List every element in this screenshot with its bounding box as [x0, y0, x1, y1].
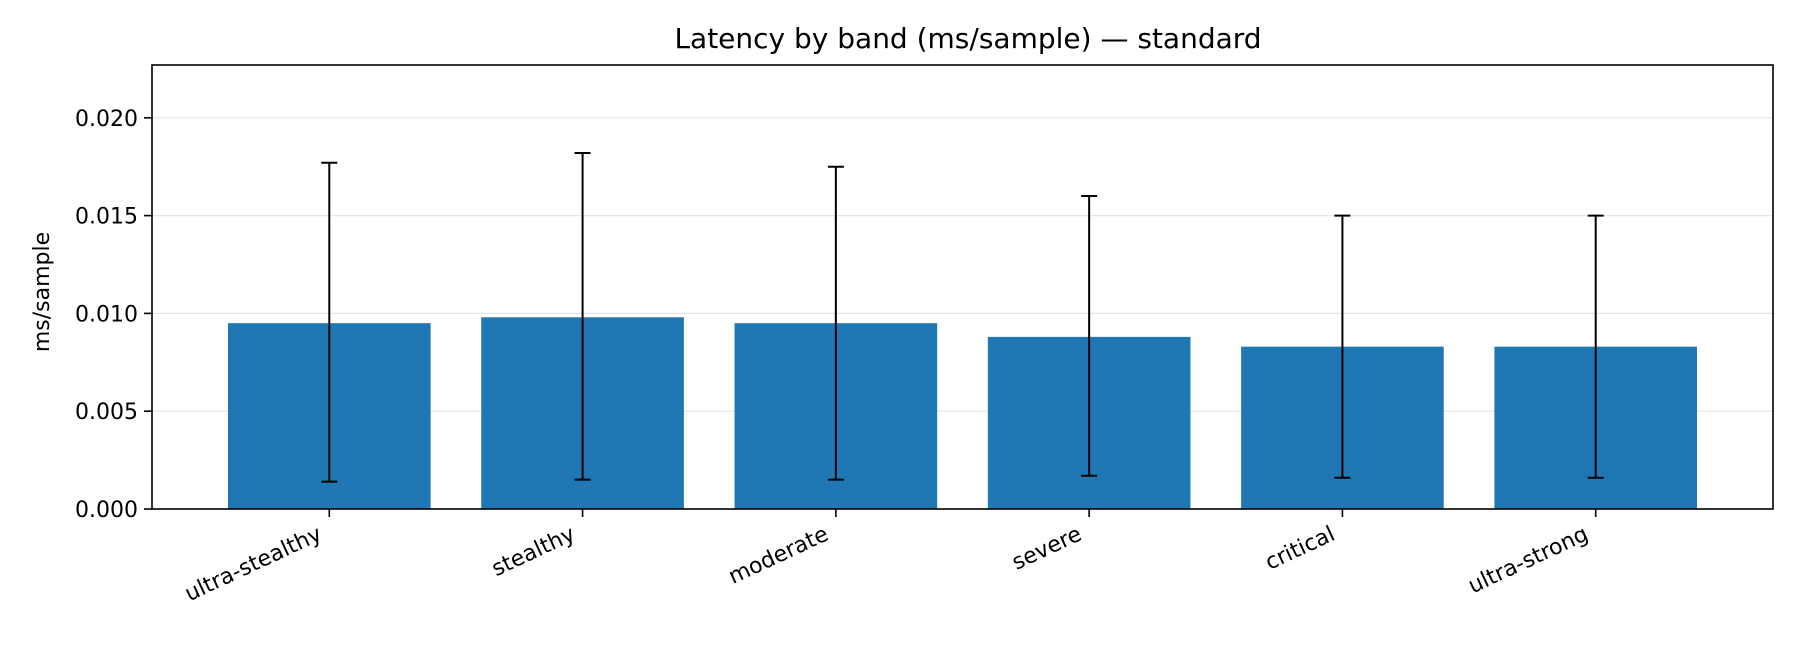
chart-title: Latency by band (ms/sample) — standard — [674, 22, 1261, 55]
x-tick-label: moderate — [725, 522, 833, 590]
bars — [227, 317, 1698, 509]
x-tick-label: stealthy — [488, 522, 579, 582]
y-tick-label: 0.005 — [75, 400, 138, 425]
x-tick-label: severe — [1008, 522, 1085, 576]
x-axis-ticks: ultra-stealthy stealthy moderate severe crit… — [181, 509, 1597, 607]
plot-frame — [151, 64, 1774, 510]
x-tick-label: ultra-stealthy — [181, 522, 326, 607]
error-bars — [321, 152, 1604, 483]
y-tick-label: 0.015 — [75, 205, 138, 230]
y-axis-label: ms/sample — [30, 232, 55, 352]
x-tick-label: critical — [1262, 522, 1339, 576]
y-tick-label: 0.000 — [75, 498, 138, 523]
y-axis-ticks: 0.000 0.005 0.010 0.015 0.020 — [75, 107, 152, 523]
y-tick-label: 0.010 — [75, 302, 138, 327]
y-tick-label: 0.020 — [75, 107, 138, 132]
x-tick-label: ultra-strong — [1465, 522, 1593, 599]
